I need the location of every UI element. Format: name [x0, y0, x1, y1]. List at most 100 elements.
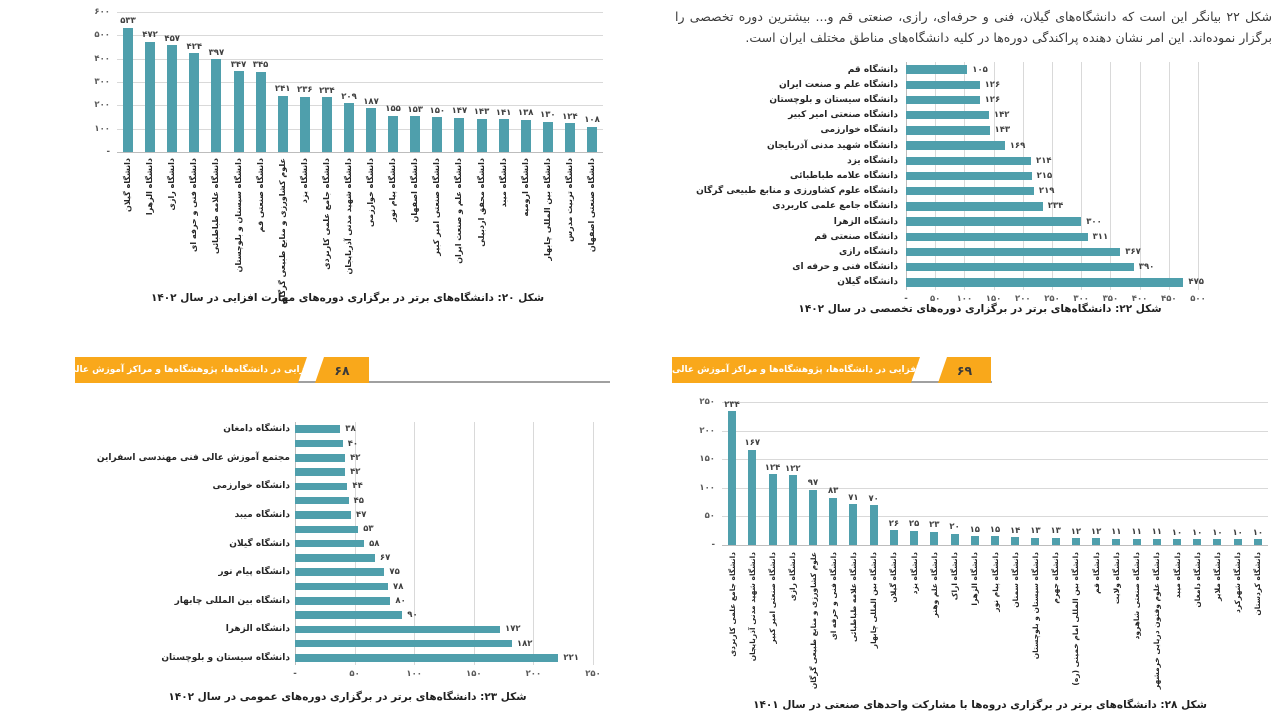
bar: [255, 71, 266, 152]
bar-value-label: ۱۳۰: [540, 110, 556, 121]
bar-value-label: ۱۷۲: [505, 624, 521, 635]
category-label: دانشگاه اراک: [950, 552, 960, 601]
bar: [295, 439, 343, 448]
category-label: دانشگاه علوم کشاورزی و منابع طبیعی گرگان: [696, 186, 898, 197]
page-header-band-right: مهارت‌افزایی در دانشگاه‌ها، پژوهشگاه‌ها …: [672, 357, 920, 383]
category-label: دانشگاه کردستان: [1253, 552, 1263, 616]
bar: [299, 96, 310, 152]
bar-value-label: ۱۲۲: [785, 463, 801, 474]
bar: [366, 108, 376, 152]
category-label: دانشگاه رازی: [788, 552, 798, 602]
bar: [211, 59, 222, 152]
bar: [950, 533, 959, 545]
bar: [1051, 537, 1060, 545]
gridline: [1168, 62, 1170, 290]
gridline: [414, 422, 416, 666]
bar: [1213, 539, 1222, 545]
bar-value-label: ۳۴۷: [230, 59, 247, 70]
category-label: دانشگاه سمنان: [1010, 552, 1020, 608]
category-label: دانشگاه علم و صنعت ایران: [779, 79, 898, 90]
gridline: [1110, 62, 1112, 290]
bar: [910, 530, 919, 545]
category-label: دانشگاه گیلان: [229, 538, 290, 549]
category-label: دانشگاه یزد: [299, 158, 309, 204]
bar-value-label: ۲۳۶: [297, 85, 313, 96]
bar-value-label: ۵۳۳: [120, 16, 136, 27]
page-header-band-left: مهارت‌افزایی در دانشگاه‌ها، پژوهشگاه‌ها …: [75, 357, 307, 383]
axis-tick-label: ۱۵۰: [699, 454, 715, 465]
page-header-label-left: مهارت‌افزایی در دانشگاه‌ها، پژوهشگاه‌ها …: [38, 365, 344, 375]
bar-value-label: ۱۲: [1070, 526, 1082, 537]
figure-22-caption: شکل ۲۲: دانشگاه‌های برتر در برگزاری دوره…: [798, 303, 1162, 315]
bar: [295, 654, 559, 662]
bar: [906, 80, 980, 89]
category-label: دانشگاه شهرکرد: [1233, 552, 1243, 613]
category-label: دانشگاه اصفهان: [410, 158, 420, 223]
bar-value-label: ۲۲۱: [563, 653, 579, 663]
body-paragraph: شکل ۲۲ بیانگر این است که دانشگاه‌های گیل…: [675, 9, 1272, 45]
bar: [123, 27, 133, 152]
category-label: دانشگاه علامه طباطبائی: [211, 158, 221, 254]
category-label: دانشگاه دامغان: [223, 424, 290, 435]
category-label: دانشگاه جامع علمی کاربردی: [321, 158, 331, 270]
bar-value-label: ۱۴۱: [495, 107, 512, 118]
bar-value-label: ۲۵: [908, 519, 920, 530]
category-label: دانشگاه پیام نور: [218, 567, 290, 578]
category-label: دانشگاه جهرم: [1051, 552, 1061, 604]
bar: [906, 232, 1088, 241]
gridline: [117, 12, 603, 13]
bar: [889, 530, 898, 545]
category-label: دانشگاه صنعتی اصفهان: [587, 158, 596, 253]
category-label: دانشگاه صنعتی قم: [814, 231, 898, 242]
axis-tick-label: ۱۰۰: [406, 669, 422, 680]
bar-value-label: ۳۸: [345, 424, 356, 435]
bar-value-label: ۱۵۳: [407, 104, 423, 115]
bar-value-label: ۸۰: [395, 595, 406, 606]
bar: [277, 95, 288, 152]
axis-tick-label: ۲۰۰: [1015, 294, 1031, 304]
bar: [189, 53, 200, 152]
category-label: دانشگاه علم وهنر: [929, 552, 939, 618]
bar: [906, 110, 989, 120]
category-label: دانشگاه میبد: [234, 510, 290, 520]
axis-tick-label: ۵۰: [349, 669, 360, 680]
category-label: دانشگاه بین المللی چابهار: [869, 552, 879, 649]
category-label: دانشگاه علامه طباطبائی: [790, 171, 898, 181]
bar: [542, 121, 553, 152]
bar: [788, 475, 797, 545]
category-label: دانشگاه پیام نور: [990, 552, 1000, 612]
bar-value-label: ۴۴: [352, 481, 363, 492]
bar: [454, 117, 465, 152]
bar: [145, 41, 156, 152]
bar-value-label: ۳۶۷: [1125, 247, 1141, 257]
bar: [295, 525, 359, 533]
bar-value-label: ۱۱: [1151, 527, 1162, 538]
bar-value-label: ۶۷: [379, 552, 391, 563]
gridline: [593, 422, 594, 666]
gridline: [1139, 62, 1141, 290]
bar-value-label: ۴۲۴: [186, 41, 203, 52]
bar-value-label: ۱۰: [1212, 527, 1223, 538]
gridline: [722, 459, 1268, 461]
bar-value-label: ۱۳: [1030, 526, 1041, 537]
category-label: دانشگاه ولایت: [1111, 552, 1121, 605]
category-label: دانشگاه قم: [847, 64, 898, 75]
bar-value-label: ۲۳۴: [1047, 201, 1064, 212]
category-label: دانشگاه تربیت مدرس: [564, 158, 574, 242]
figure-20-caption: شکل ۲۰: دانشگاه‌های برتر در برگزاری دوره…: [150, 292, 545, 304]
page-number-left: ۶۸: [315, 357, 369, 383]
category-label: دانشگاه علوم وفنون دریایی خرمشهر: [1152, 552, 1162, 690]
category-label: دانشگاه میبد: [498, 158, 508, 208]
category-label: دانشگاه ارومیه: [520, 158, 530, 217]
figure-28-caption: شکل ۲۸: دانشگاه‌های برتر در برگزاری دروه…: [753, 699, 1207, 711]
axis-tick-label: ۳۰۰: [1073, 294, 1089, 304]
axis-tick-label: ۳۵۰: [1102, 294, 1119, 304]
bar: [906, 65, 968, 74]
category-label: دانشگاه ملایر: [1212, 552, 1222, 601]
bar-value-label: ۱۴۲: [993, 110, 1010, 121]
bar-value-label: ۴۲: [350, 452, 361, 463]
bar-value-label: ۱۰: [1232, 527, 1243, 538]
category-label: دانشگاه فنی و حرفه ای: [792, 262, 898, 273]
bar: [906, 141, 1005, 150]
axis-tick-label: ۲۰۰: [525, 669, 542, 680]
